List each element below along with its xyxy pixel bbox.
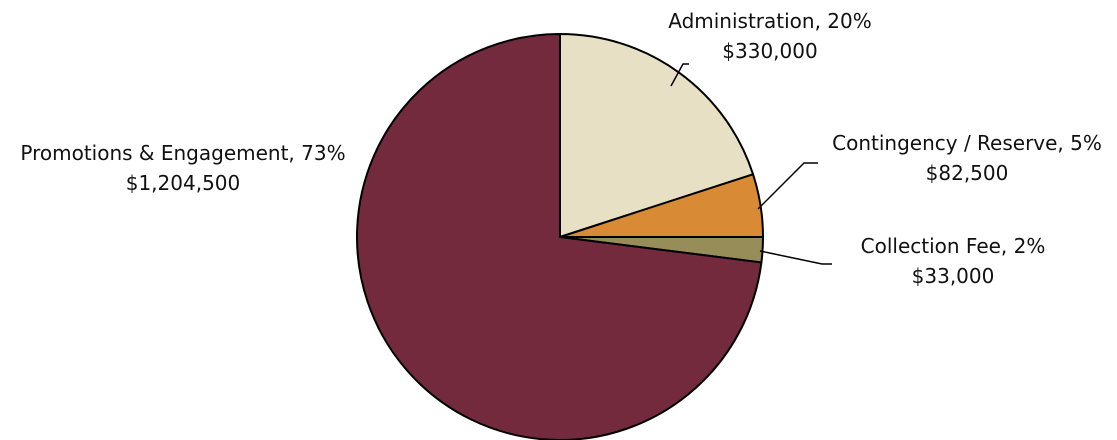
label-promotions-value: $1,204,500 (126, 171, 241, 195)
label-collection-fee-value: $33,000 (912, 264, 995, 288)
leader-lines (670, 63, 832, 265)
pie-slice-promotions-engagement (356, 33, 763, 440)
label-administration-name: Administration, 20% (668, 9, 872, 33)
pie-slices (356, 33, 764, 440)
leader-line-contingency (757, 162, 818, 210)
label-contingency-name: Contingency / Reserve, 5% (832, 131, 1102, 155)
label-promotions-name: Promotions & Engagement, 73% (20, 141, 345, 165)
leader-line-administration (670, 63, 689, 87)
label-collection-fee-name: Collection Fee, 2% (861, 234, 1046, 258)
label-administration-value: $330,000 (722, 39, 817, 63)
data-labels: Administration, 20% $330,000 Contingency… (20, 9, 1101, 288)
label-contingency-value: $82,500 (926, 161, 1009, 185)
pie-slice-administration (559, 33, 755, 238)
leader-line-collection-fee (759, 250, 832, 265)
